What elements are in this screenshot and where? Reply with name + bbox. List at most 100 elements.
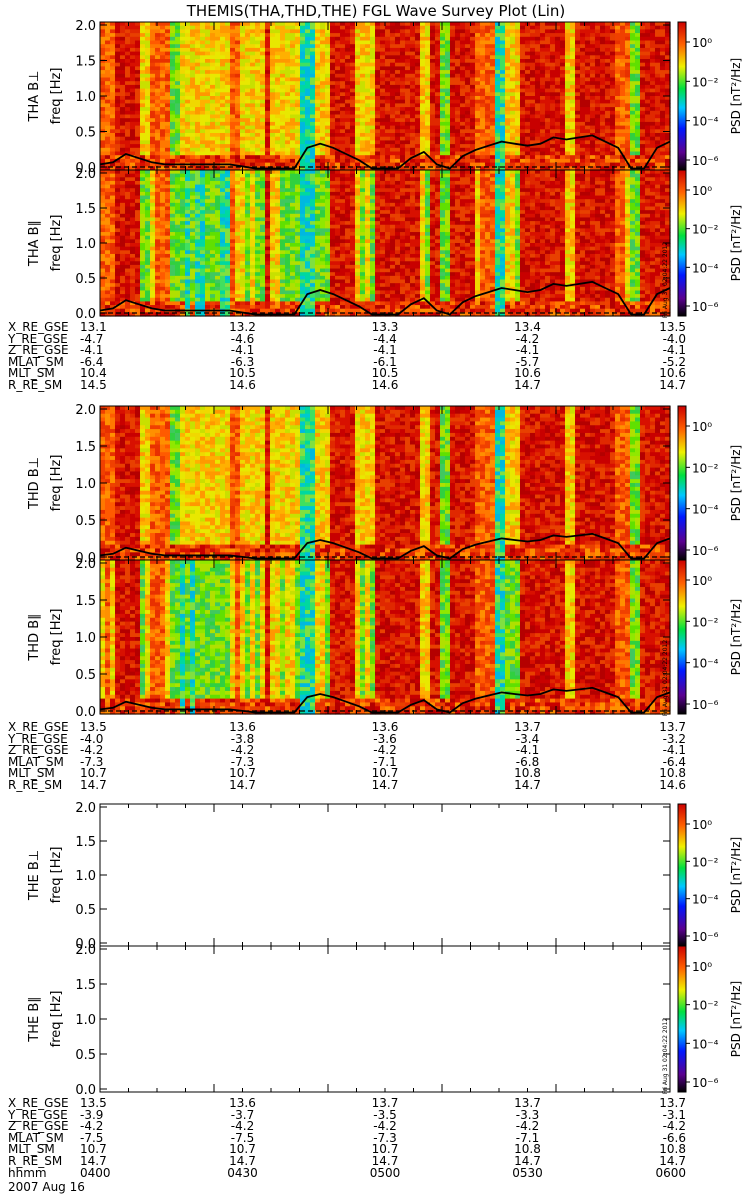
colorbar bbox=[677, 405, 687, 561]
colorbar-label: PSD [nT²/Hz] bbox=[729, 58, 743, 134]
panel-tha-par: 0.0 0.5 1.0 1.5 2.0 THA B∥ freq [Hz] 10⁰ 10⁻² 10⁻… bbox=[27, 167, 743, 322]
ephemeris-value: 10.7 bbox=[80, 766, 107, 781]
panel-the-perp: 0.0 0.5 1.0 1.5 2.0 THE B⊥ freq [Hz] 10⁰ 10⁻² 10⁻… bbox=[27, 801, 743, 952]
y-tick-label: 1.0 bbox=[75, 631, 96, 646]
colorbar-label: PSD [nT²/Hz] bbox=[729, 981, 743, 1057]
panel-tha-perp: 0.0 0.5 1.0 1.5 2.0 THA B⊥ freq [Hz] 10⁰ 10⁻² 10⁻… bbox=[27, 19, 743, 176]
ephemeris-value: -6.3 bbox=[230, 354, 255, 369]
ephemeris-value: -3.9 bbox=[80, 1107, 104, 1122]
spectrogram-cells bbox=[100, 406, 671, 561]
ephemeris-value: 14.6 bbox=[659, 778, 686, 792]
ephemeris-row-label: Z_RE_GSE bbox=[8, 743, 69, 758]
ephemeris-value: 14.7 bbox=[229, 778, 256, 792]
ephemeris-value: 13.7 bbox=[659, 1096, 686, 1110]
ephemeris-value: 10.7 bbox=[371, 1142, 399, 1157]
panel-label: THD B⊥ bbox=[27, 457, 42, 510]
date-stamp: Fri Aug 31 02:04:22 2012 bbox=[662, 1018, 669, 1095]
y-tick-label: 2.0 bbox=[75, 167, 96, 182]
ephemeris-value: -7.5 bbox=[80, 1130, 104, 1145]
ephemeris-value: 0600 bbox=[655, 1165, 686, 1180]
colorbar-tick-label: 10⁻² bbox=[692, 75, 719, 89]
panel-label: THE B∥ bbox=[27, 996, 42, 1042]
ephemeris-value: 10.8 bbox=[514, 1142, 541, 1157]
ephemeris-value: 13.4 bbox=[514, 320, 541, 334]
ephemeris-row-label: R_RE_SM bbox=[8, 1154, 63, 1168]
ephemeris-value: 10.7 bbox=[229, 766, 256, 781]
y-tick-label: 0.5 bbox=[75, 126, 96, 141]
y-tick-label: 1.5 bbox=[75, 202, 96, 217]
ephemeris-value: 0430 bbox=[227, 1165, 258, 1180]
date-label: 2007 Aug 16 bbox=[8, 1180, 85, 1194]
ephemeris-value: 14.7 bbox=[80, 1154, 107, 1168]
ephemeris-value: -4.1 bbox=[80, 343, 104, 358]
ephemeris-row-label: MLT_SM bbox=[8, 366, 55, 381]
ephemeris-value: -7.1 bbox=[515, 1130, 540, 1145]
colorbar-tick-label: 10⁻² bbox=[692, 999, 719, 1013]
ephemeris-row-label: Z_RE_GSE bbox=[8, 1119, 69, 1134]
date-stamp: Fri Aug 31 02:04:22 2012 bbox=[662, 640, 669, 717]
ephemeris-value: -7.3 bbox=[80, 754, 104, 769]
ephemeris-value: 0500 bbox=[369, 1165, 401, 1180]
ephemeris-row-label: X_RE_GSE bbox=[8, 320, 69, 334]
panel-label: THD B∥ bbox=[27, 613, 42, 661]
ephemeris-value: -4.2 bbox=[230, 1119, 255, 1134]
ephemeris-row-label: MLT_SM bbox=[8, 1142, 55, 1157]
y-tick-label: 0.0 bbox=[75, 937, 96, 952]
colorbar-tick-label: 10⁻⁶ bbox=[692, 698, 719, 712]
ephemeris-row-label: MLAT_SM bbox=[8, 1130, 64, 1145]
ephemeris-row-label: hhmm bbox=[8, 1165, 47, 1180]
colorbar-tick-label: 10⁻⁶ bbox=[692, 300, 719, 314]
y-tick-label: 1.5 bbox=[75, 594, 96, 609]
ephemeris-value: -3.7 bbox=[230, 1107, 255, 1122]
ephemeris-value: 14.6 bbox=[229, 378, 256, 392]
y-tick-label: 0.5 bbox=[75, 668, 96, 683]
y-tick-label: 1.5 bbox=[75, 835, 96, 850]
y-tick-label: 0.0 bbox=[75, 1083, 96, 1098]
colorbar-tick-label: 10⁻⁴ bbox=[692, 115, 719, 129]
ephemeris-value: 14.7 bbox=[371, 1154, 399, 1168]
colorbar-tick-label: 10⁻⁴ bbox=[692, 657, 719, 671]
colorbar-tick-label: 10⁻² bbox=[692, 461, 719, 475]
y-tick-label: 1.0 bbox=[75, 90, 96, 105]
y-axis-label: freq [Hz] bbox=[49, 455, 64, 512]
ephemeris-value: -4.1 bbox=[662, 343, 686, 358]
ephemeris-value: -6.6 bbox=[662, 1130, 686, 1145]
ephemeris-value: -4.0 bbox=[662, 331, 686, 346]
ephemeris-value: -6.4 bbox=[80, 354, 104, 369]
ephemeris-value: 13.7 bbox=[371, 1096, 399, 1110]
colorbar-tick-label: 10⁻⁶ bbox=[692, 930, 719, 944]
ephemeris-value: 10.5 bbox=[229, 366, 256, 381]
panel-thd-perp: 0.0 0.5 1.0 1.5 2.0 THD B⊥ freq [Hz] 10⁰ 10⁻² 10⁻… bbox=[27, 403, 743, 566]
ephemeris-value: 10.8 bbox=[514, 766, 541, 781]
y-tick-label: 0.0 bbox=[75, 307, 96, 322]
ephemeris-value: -3.6 bbox=[373, 731, 397, 746]
ephemeris-value: -4.2 bbox=[373, 1119, 397, 1134]
spectrogram-cells bbox=[100, 560, 671, 715]
y-axis-label: freq [Hz] bbox=[49, 68, 64, 125]
ephemeris-row-label: MLAT_SM bbox=[8, 754, 64, 769]
colorbar bbox=[677, 803, 687, 947]
ephemeris-value: 13.1 bbox=[80, 320, 107, 334]
panel-the-par: 0.0 0.5 1.0 1.5 2.0 THE B∥ freq [Hz] 10⁰ 10⁻² 10⁻… bbox=[27, 943, 743, 1098]
y-axis-label: freq [Hz] bbox=[49, 215, 64, 272]
ephemeris-value: 13.7 bbox=[659, 720, 686, 734]
ephemeris-row-label: Y_RE_GSE bbox=[8, 331, 68, 346]
ephemeris-value: 14.7 bbox=[514, 1154, 541, 1168]
y-axis-label: freq [Hz] bbox=[49, 609, 64, 666]
panels-group: 0.0 0.5 1.0 1.5 2.0 THA B⊥ freq [Hz] 10⁰ 10⁻² 10⁻… bbox=[27, 19, 743, 1098]
ephemeris-value: 10.6 bbox=[514, 366, 541, 381]
ephemeris-value: -3.4 bbox=[515, 731, 540, 746]
ephemeris-value: 10.7 bbox=[229, 1142, 256, 1157]
ephemeris-value: -4.4 bbox=[373, 331, 397, 346]
y-tick-label: 2.0 bbox=[75, 19, 96, 34]
ephemeris-value: 10.8 bbox=[659, 766, 686, 781]
ephemeris-value: -4.2 bbox=[515, 1119, 540, 1134]
ephemeris-value: -4.1 bbox=[373, 343, 397, 358]
ephemeris-value: 13.7 bbox=[514, 720, 541, 734]
ephemeris-value: -3.8 bbox=[230, 731, 255, 746]
ephemeris-value: 14.7 bbox=[371, 778, 399, 792]
colorbar-tick-label: 10⁰ bbox=[692, 36, 712, 50]
colorbar-tick-label: 10⁻⁴ bbox=[692, 261, 719, 275]
colorbar bbox=[677, 21, 687, 171]
ephemeris-row-label: Y_RE_GSE bbox=[8, 731, 68, 746]
